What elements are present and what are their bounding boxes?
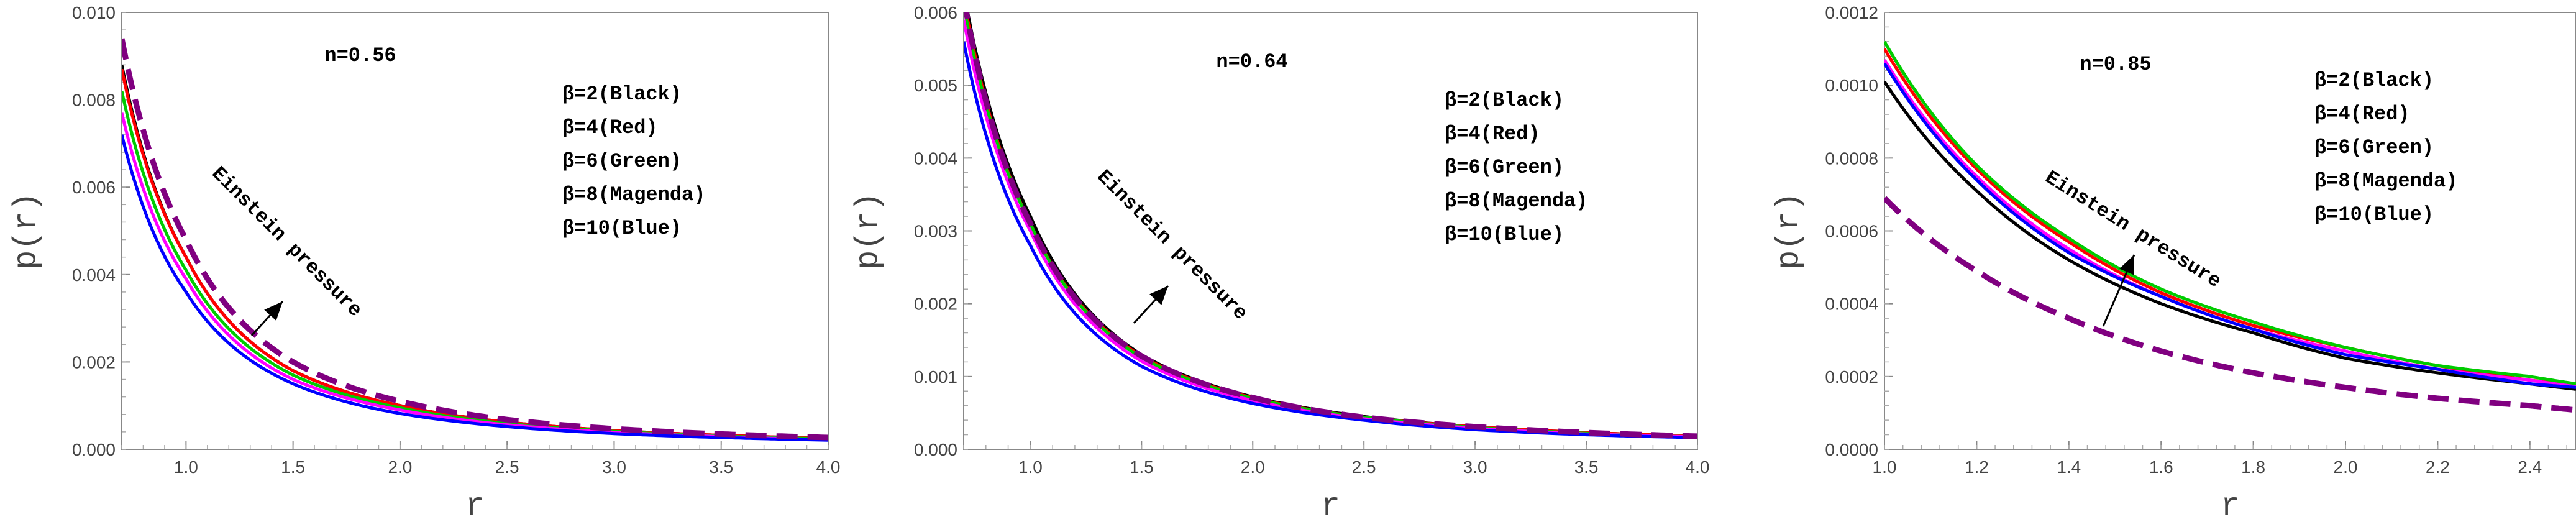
x-tick-label: 3.0 — [1463, 457, 1487, 477]
x-tick-label: 4.0 — [816, 457, 841, 477]
arrow-head-icon — [1149, 286, 1168, 305]
chart-title: n=0.85 — [2080, 53, 2151, 76]
x-tick-label: 1.0 — [1018, 457, 1043, 477]
chart-panel-3: 1.0 1.2 1.4 1.6 1.8 2.0 2.2 2.4 0.0000 0.0002 0.00… — [1771, 3, 2576, 525]
y-tick-label: 0.0002 — [1825, 367, 1878, 387]
chart-title: n=0.64 — [1216, 50, 1287, 73]
einstein-pressure-annotation: Einstein pressure — [207, 162, 367, 322]
x-tick-label: 1.2 — [1965, 457, 1989, 477]
legend-entry: β=8(Magenda) — [1445, 190, 1587, 213]
y-axis-label: p(r) — [8, 192, 45, 270]
beta-series-line — [122, 112, 828, 441]
y-axis-label: p(r) — [1771, 192, 1807, 270]
beta-series-line — [964, 12, 1697, 438]
y-tick-label: 0.0000 — [1825, 440, 1878, 459]
x-tick-label: 2.0 — [2334, 457, 2358, 477]
legend-entry: β=2(Black) — [2314, 69, 2434, 92]
chart-title: n=0.56 — [324, 44, 396, 67]
x-tick-label: 1.5 — [1130, 457, 1154, 477]
beta-series-line — [964, 12, 1697, 439]
plot-frame — [121, 12, 829, 450]
x-tick-label: 2.2 — [2426, 457, 2450, 477]
y-tick-label: 0.006 — [72, 178, 116, 197]
beta-series-line — [122, 68, 828, 440]
y-tick-label: 0.010 — [72, 3, 116, 22]
y-tick-label: 0.000 — [72, 440, 116, 459]
y-tick-label: 0.003 — [914, 222, 957, 241]
beta-series-line — [1884, 62, 2576, 389]
beta-series-line — [1884, 80, 2576, 391]
legend-entry: β=2(Black) — [562, 83, 682, 106]
x-tick-label: 2.5 — [1352, 457, 1376, 477]
x-tick-label: 3.5 — [1574, 457, 1599, 477]
legend-entry: β=6(Green) — [2314, 136, 2434, 159]
einstein-pressure-curve — [964, 12, 1697, 439]
x-axis-label: r — [465, 488, 485, 525]
legend-entry: β=10(Blue) — [1445, 223, 1564, 246]
einstein-pressure-annotation: Einstein pressure — [1092, 165, 1252, 325]
x-tick-label: 3.0 — [602, 457, 626, 477]
beta-series-line — [1884, 40, 2576, 385]
x-axis-label: r — [2221, 488, 2240, 525]
legend-entry: β=4(Red) — [1445, 122, 1540, 145]
arrow-head-icon — [264, 301, 283, 321]
arrow-head-icon — [2119, 255, 2134, 275]
y-tick-label: 0.004 — [914, 149, 957, 168]
einstein-pressure-curve — [122, 38, 828, 441]
x-tick-label: 1.4 — [2057, 457, 2081, 477]
y-tick-label: 0.002 — [914, 295, 957, 314]
beta-series-line — [964, 19, 1697, 439]
series-group — [122, 38, 828, 442]
y-tick-label: 0.0010 — [1825, 76, 1878, 95]
y-tick-label: 0.0006 — [1825, 222, 1878, 241]
legend-entry: β=10(Blue) — [562, 217, 682, 240]
beta-series-line — [122, 90, 828, 441]
legend-entry: β=8(Magenda) — [2314, 170, 2457, 193]
x-tick-label: 2.0 — [388, 457, 412, 477]
x-tick-label: 2.4 — [2518, 457, 2542, 477]
y-tick-label: 0.006 — [914, 3, 957, 22]
y-tick-label: 0.0004 — [1825, 295, 1878, 314]
x-tick-label: 2.0 — [1241, 457, 1265, 477]
beta-series-line — [1884, 48, 2576, 387]
x-tick-label: 1.8 — [2241, 457, 2265, 477]
chart-panel-1: 1.0 1.5 2.0 2.5 3.0 3.5 4.0 0.000 0.002 0.004 0.00… — [8, 3, 840, 525]
legend-entry: β=8(Magenda) — [562, 183, 705, 206]
x-tick-label: 1.5 — [281, 457, 305, 477]
x-tick-label: 3.5 — [709, 457, 733, 477]
y-tick-label: 0.002 — [72, 352, 116, 372]
legend-entry: β=6(Green) — [1445, 156, 1564, 179]
y-tick-label: 0.004 — [72, 265, 116, 285]
y-tick-label: 0.005 — [914, 76, 957, 95]
x-tick-label: 4.0 — [1686, 457, 1710, 477]
beta-series-line — [964, 41, 1697, 439]
einstein-pressure-curve — [1884, 196, 2576, 413]
plot-frame — [1884, 12, 2576, 450]
plot-frame — [963, 12, 1698, 450]
x-tick-label: 1.0 — [174, 457, 198, 477]
y-axis-label: p(r) — [850, 192, 887, 270]
beta-series-line — [122, 134, 828, 442]
legend-entry: β=6(Green) — [562, 150, 682, 173]
legend-entry: β=2(Black) — [1445, 89, 1564, 112]
beta-series-line — [122, 64, 828, 440]
y-tick-label: 0.000 — [914, 440, 957, 459]
beta-series-line — [1884, 58, 2576, 388]
x-tick-label: 2.5 — [495, 457, 519, 477]
legend-entry: β=4(Red) — [562, 116, 658, 139]
chart-panel-2: 1.0 1.5 2.0 2.5 3.0 3.5 4.0 0.000 0.001 0.002 0.00… — [850, 3, 1710, 525]
y-tick-label: 0.008 — [72, 91, 116, 110]
series-group — [964, 12, 1697, 439]
x-axis-label: r — [1321, 488, 1340, 525]
x-tick-label: 1.6 — [2149, 457, 2173, 477]
y-tick-label: 0.001 — [914, 367, 957, 387]
series-group — [1884, 40, 2576, 413]
legend-entry: β=10(Blue) — [2314, 203, 2434, 226]
beta-series-line — [966, 12, 1697, 438]
y-tick-label: 0.0012 — [1825, 3, 1878, 22]
legend-entry: β=4(Red) — [2314, 103, 2410, 126]
y-tick-label: 0.0008 — [1825, 149, 1878, 168]
x-tick-label: 1.0 — [1873, 457, 1897, 477]
